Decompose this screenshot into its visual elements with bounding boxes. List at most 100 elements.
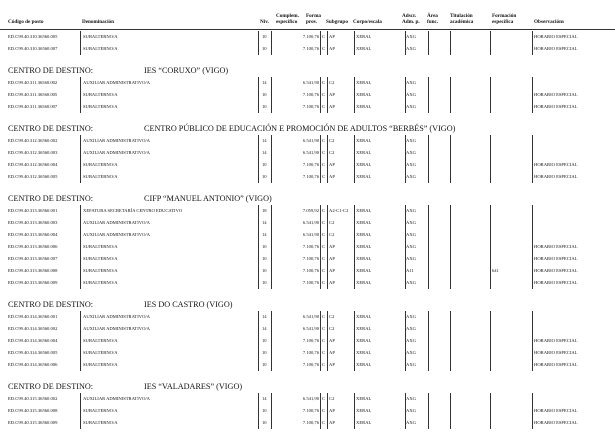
column-divider: [327, 393, 328, 429]
cell-niv: 10: [262, 350, 267, 355]
cell-subgrupo: AP: [329, 350, 335, 355]
cell-denominacion: SUBALTERNO/A: [83, 46, 118, 51]
column-divider: [80, 31, 81, 55]
column-divider: [258, 31, 259, 55]
cell-complem: 7.100,76: [302, 338, 319, 343]
cell-observacions: HORARIO ESPECIAL: [534, 34, 578, 39]
column-divider: [490, 77, 491, 113]
cell-complem: 7.100,76: [302, 350, 319, 355]
cell-subgrupo: C2: [329, 138, 335, 143]
cell-niv: 10: [262, 174, 267, 179]
header-niv: Niv.: [260, 19, 269, 25]
section-label: CENTRO DE DESTINO:: [8, 300, 94, 309]
cell-forma: C: [322, 34, 326, 39]
cell-observacions: HORARIO ESPECIAL: [534, 104, 578, 109]
cell-niv: 10: [262, 244, 267, 249]
column-divider: [320, 205, 321, 289]
cell-niv: 14: [262, 220, 267, 225]
column-divider: [258, 205, 259, 289]
cell-corpo: XERAL: [356, 138, 372, 143]
cell-forma: C: [322, 338, 326, 343]
cell-subgrupo: AP: [329, 256, 335, 261]
cell-corpo: XERAL: [356, 268, 372, 273]
cell-corpo: XERAL: [356, 34, 372, 39]
section-center-name: CENTRO PÚBLICO DE EDUCACIÓN E PROMOCIÓN …: [144, 124, 456, 133]
cell-observacions: HORARIO ESPECIAL: [534, 350, 578, 355]
cell-adscr: AXG: [406, 46, 416, 51]
cell-niv: 10: [262, 104, 267, 109]
column-divider: [80, 311, 81, 371]
column-divider: [80, 77, 81, 113]
cell-complem: 7.100,76: [302, 46, 319, 51]
cell-niv: 14: [262, 138, 267, 143]
header-corpo: Corpo/escala: [353, 19, 382, 25]
cell-complem: 6.541,90: [302, 220, 319, 225]
cell-observacions: HORARIO ESPECIAL: [534, 362, 578, 367]
cell-observacions: HORARIO ESPECIAL: [534, 268, 578, 273]
cell-complem: 7.100,76: [302, 174, 319, 179]
column-divider: [271, 135, 272, 183]
section-gap: [0, 55, 615, 64]
column-divider: [320, 135, 321, 183]
destination-section: CENTRO DE DESTINO: IES “VALADARES” (VIGO)…: [0, 380, 615, 429]
column-divider: [405, 31, 406, 55]
table-row: ED.C99.40.313.36560.003 AUXILIAR ADMINIST…: [0, 217, 615, 229]
cell-denominacion: SUBALTERNO/A: [83, 34, 118, 39]
cell-forma: C: [322, 174, 326, 179]
cell-codigo: ED.C99.40.313.36560.004: [8, 232, 58, 237]
cell-denominacion: SUBALTERNO/A: [83, 256, 118, 261]
table-row: ED.C99.40.313.36560.001 XEFATURA SECRETAR…: [0, 205, 615, 217]
column-divider: [532, 205, 533, 289]
cell-codigo: ED.C99.40.314.36560.006: [8, 362, 58, 367]
cell-complem: 7.100,76: [302, 244, 319, 249]
table-row: ED.C99.40.313.36560.009 SUBALTERNO/A 10 7.1…: [0, 277, 615, 289]
cell-complem: 7.100,76: [302, 280, 319, 285]
cell-complem: 7.100,76: [302, 162, 319, 167]
cell-denominacion: SUBALTERNO/A: [83, 362, 118, 367]
section-center-name: IES “CORUXO” (VIGO): [144, 66, 229, 75]
section-gap: [0, 289, 615, 298]
column-divider: [354, 77, 355, 113]
section-label: CENTRO DE DESTINO:: [8, 124, 94, 133]
cell-corpo: XERAL: [356, 92, 372, 97]
destination-section: CENTRO DE DESTINO: IES DO CASTRO (VIGO) ED…: [0, 298, 615, 371]
cell-subgrupo: AP: [329, 104, 335, 109]
cell-observacions: HORARIO ESPECIAL: [534, 174, 578, 179]
cell-codigo: ED.C99.40.314.36560.001: [8, 314, 58, 319]
table-row: ED.C99.40.310.36560.007 SUBALTERNO/A 10 7.1…: [0, 43, 615, 55]
cell-adscr: AXG: [406, 174, 416, 179]
table-row: ED.C99.40.314.36560.005 SUBALTERNO/A 10 7.1…: [0, 347, 615, 359]
cell-complem: 6.541,90: [302, 138, 319, 143]
table-row: ED.C99.40.312.36560.003 AUXILIAR ADMINIST…: [0, 147, 615, 159]
table-row: ED.C99.40.312.36560.005 SUBALTERNO/A 10 7.1…: [0, 171, 615, 183]
cell-subgrupo: C2: [329, 314, 335, 319]
column-divider: [532, 135, 533, 183]
cell-adscr: AXG: [406, 362, 416, 367]
cell-adscr: AXG: [406, 420, 416, 425]
cell-observacions: HORARIO ESPECIAL: [534, 244, 578, 249]
column-divider: [490, 393, 491, 429]
column-divider: [258, 135, 259, 183]
cell-adscr: AXG: [406, 244, 416, 249]
table-row: ED.C99.40.312.36560.002 AUXILIAR ADMINIST…: [0, 135, 615, 147]
cell-denominacion: SUBALTERNO/A: [83, 174, 118, 179]
cell-observacions: HORARIO ESPECIAL: [534, 92, 578, 97]
cell-forma: C: [322, 220, 326, 225]
cell-denominacion: AUXILIAR ADMINISTRATIVO/A: [83, 326, 150, 331]
cell-complem: 7.100,76: [302, 362, 319, 367]
cell-corpo: XERAL: [356, 280, 372, 285]
column-divider: [490, 205, 491, 289]
table-row: ED.C99.40.314.36560.001 AUXILIAR ADMINIST…: [0, 311, 615, 323]
cell-codigo: ED.C99.40.315.36560.008: [8, 408, 58, 413]
table-row: ED.C99.40.313.36560.006 SUBALTERNO/A 10 7.1…: [0, 241, 615, 253]
column-divider: [320, 31, 321, 55]
cell-adscr: AXG: [406, 80, 416, 85]
section-gap: [0, 429, 615, 438]
table-row: ED.C99.40.311.36560.005 SUBALTERNO/A 10 7.1…: [0, 89, 615, 101]
cell-niv: 14: [262, 314, 267, 319]
cell-niv: 10: [262, 338, 267, 343]
column-divider: [271, 31, 272, 55]
cell-denominacion: AUXILIAR ADMINISTRATIVO/A: [83, 138, 150, 143]
cell-subgrupo: C2: [329, 232, 335, 237]
cell-denominacion: SUBALTERNO/A: [83, 162, 118, 167]
